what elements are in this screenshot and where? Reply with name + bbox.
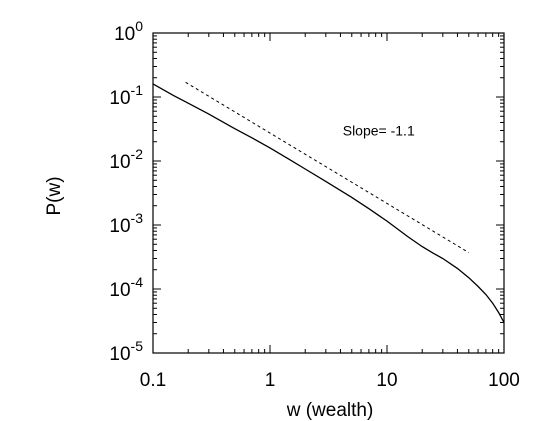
y-tick-label: 100 [114, 18, 143, 45]
slope-annotation: Slope= -1.1 [343, 123, 415, 139]
y-tick-base: 10 [109, 216, 130, 237]
x-tick-label: 1 [265, 370, 276, 391]
y-tick-base: 10 [109, 152, 130, 173]
y-tick-exponent: -1 [131, 82, 144, 98]
y-tick-base: 10 [114, 24, 135, 45]
distribution-curve [152, 83, 505, 323]
y-tick-exponent: 0 [135, 18, 143, 34]
plot-frame [152, 32, 505, 354]
y-tick-exponent: -3 [131, 210, 144, 226]
x-axis-title: w (wealth) [286, 400, 374, 421]
x-tick-label: 10 [376, 370, 397, 391]
y-tick-label: 10-2 [109, 146, 143, 173]
x-tick-labels: 0.1 1 10 100 [140, 370, 520, 391]
y-tick-base: 10 [109, 280, 130, 301]
x-tick-label: 0.1 [140, 370, 166, 391]
y-tick-base: 10 [109, 88, 130, 109]
y-tick-label: 10-4 [109, 274, 143, 301]
y-tick-label: 10-3 [109, 210, 143, 237]
y-tick-exponent: -5 [131, 338, 144, 354]
slope-reference-line [185, 81, 470, 254]
y-tick-label: 10-5 [109, 338, 143, 365]
y-tick-base: 10 [109, 344, 130, 365]
y-tick-label: 10-1 [109, 82, 143, 109]
y-tick-exponent: -2 [131, 146, 144, 162]
x-tick-label: 100 [488, 370, 520, 391]
annotations: Slope= -1.1 [343, 123, 415, 139]
y-tick-exponent: -4 [131, 274, 144, 290]
series-group [152, 81, 505, 323]
ticks [152, 33, 504, 354]
y-axis-title: P(w) [44, 176, 65, 215]
